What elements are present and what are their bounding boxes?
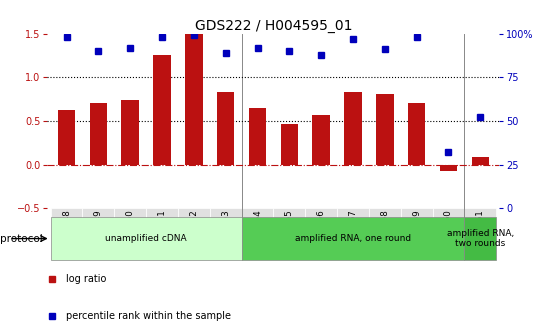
Text: GSM4855: GSM4855 [285, 209, 294, 251]
Bar [472, 157, 489, 165]
FancyBboxPatch shape [464, 208, 496, 218]
Bar [122, 100, 139, 165]
FancyBboxPatch shape [242, 217, 464, 260]
Bar [376, 94, 393, 165]
Title: GDS222 / H004595_01: GDS222 / H004595_01 [195, 18, 352, 33]
FancyBboxPatch shape [146, 208, 178, 218]
Text: GSM4851: GSM4851 [157, 209, 166, 251]
Text: GSM4853: GSM4853 [221, 209, 230, 251]
FancyBboxPatch shape [464, 217, 496, 260]
Bar [408, 102, 425, 165]
FancyBboxPatch shape [83, 208, 114, 218]
Text: unamplified cDNA: unamplified cDNA [105, 234, 187, 243]
Bar [153, 55, 171, 165]
FancyBboxPatch shape [273, 208, 305, 218]
Text: GSM4854: GSM4854 [253, 209, 262, 251]
Text: amplified RNA, one round: amplified RNA, one round [295, 234, 411, 243]
Bar [312, 115, 330, 165]
Text: GSM4850: GSM4850 [126, 209, 134, 251]
Bar [249, 108, 266, 165]
FancyBboxPatch shape [432, 208, 464, 218]
FancyBboxPatch shape [242, 208, 273, 218]
Text: amplified RNA,
two rounds: amplified RNA, two rounds [447, 229, 514, 248]
FancyBboxPatch shape [210, 208, 242, 218]
FancyBboxPatch shape [337, 208, 369, 218]
Text: GSM4861: GSM4861 [476, 209, 485, 251]
Text: log ratio: log ratio [65, 274, 106, 284]
Bar [58, 111, 75, 165]
Text: GSM4859: GSM4859 [412, 209, 421, 251]
Bar [90, 103, 107, 165]
Text: percentile rank within the sample: percentile rank within the sample [65, 311, 230, 321]
Text: GSM4857: GSM4857 [349, 209, 358, 251]
Bar [185, 35, 203, 165]
FancyBboxPatch shape [369, 208, 401, 218]
FancyBboxPatch shape [51, 208, 83, 218]
Text: GSM4848: GSM4848 [62, 209, 71, 251]
Text: GSM4849: GSM4849 [94, 209, 103, 251]
FancyBboxPatch shape [114, 208, 146, 218]
Text: GSM4858: GSM4858 [381, 209, 389, 251]
FancyBboxPatch shape [51, 217, 242, 260]
Text: GSM4852: GSM4852 [189, 209, 198, 251]
Bar [440, 165, 457, 171]
FancyBboxPatch shape [305, 208, 337, 218]
Bar [217, 92, 234, 165]
Text: protocol: protocol [0, 234, 43, 244]
Bar [344, 92, 362, 165]
FancyBboxPatch shape [401, 208, 432, 218]
Text: GSM4856: GSM4856 [316, 209, 326, 251]
FancyBboxPatch shape [178, 208, 210, 218]
Bar [281, 124, 298, 165]
Text: GSM4860: GSM4860 [444, 209, 453, 251]
